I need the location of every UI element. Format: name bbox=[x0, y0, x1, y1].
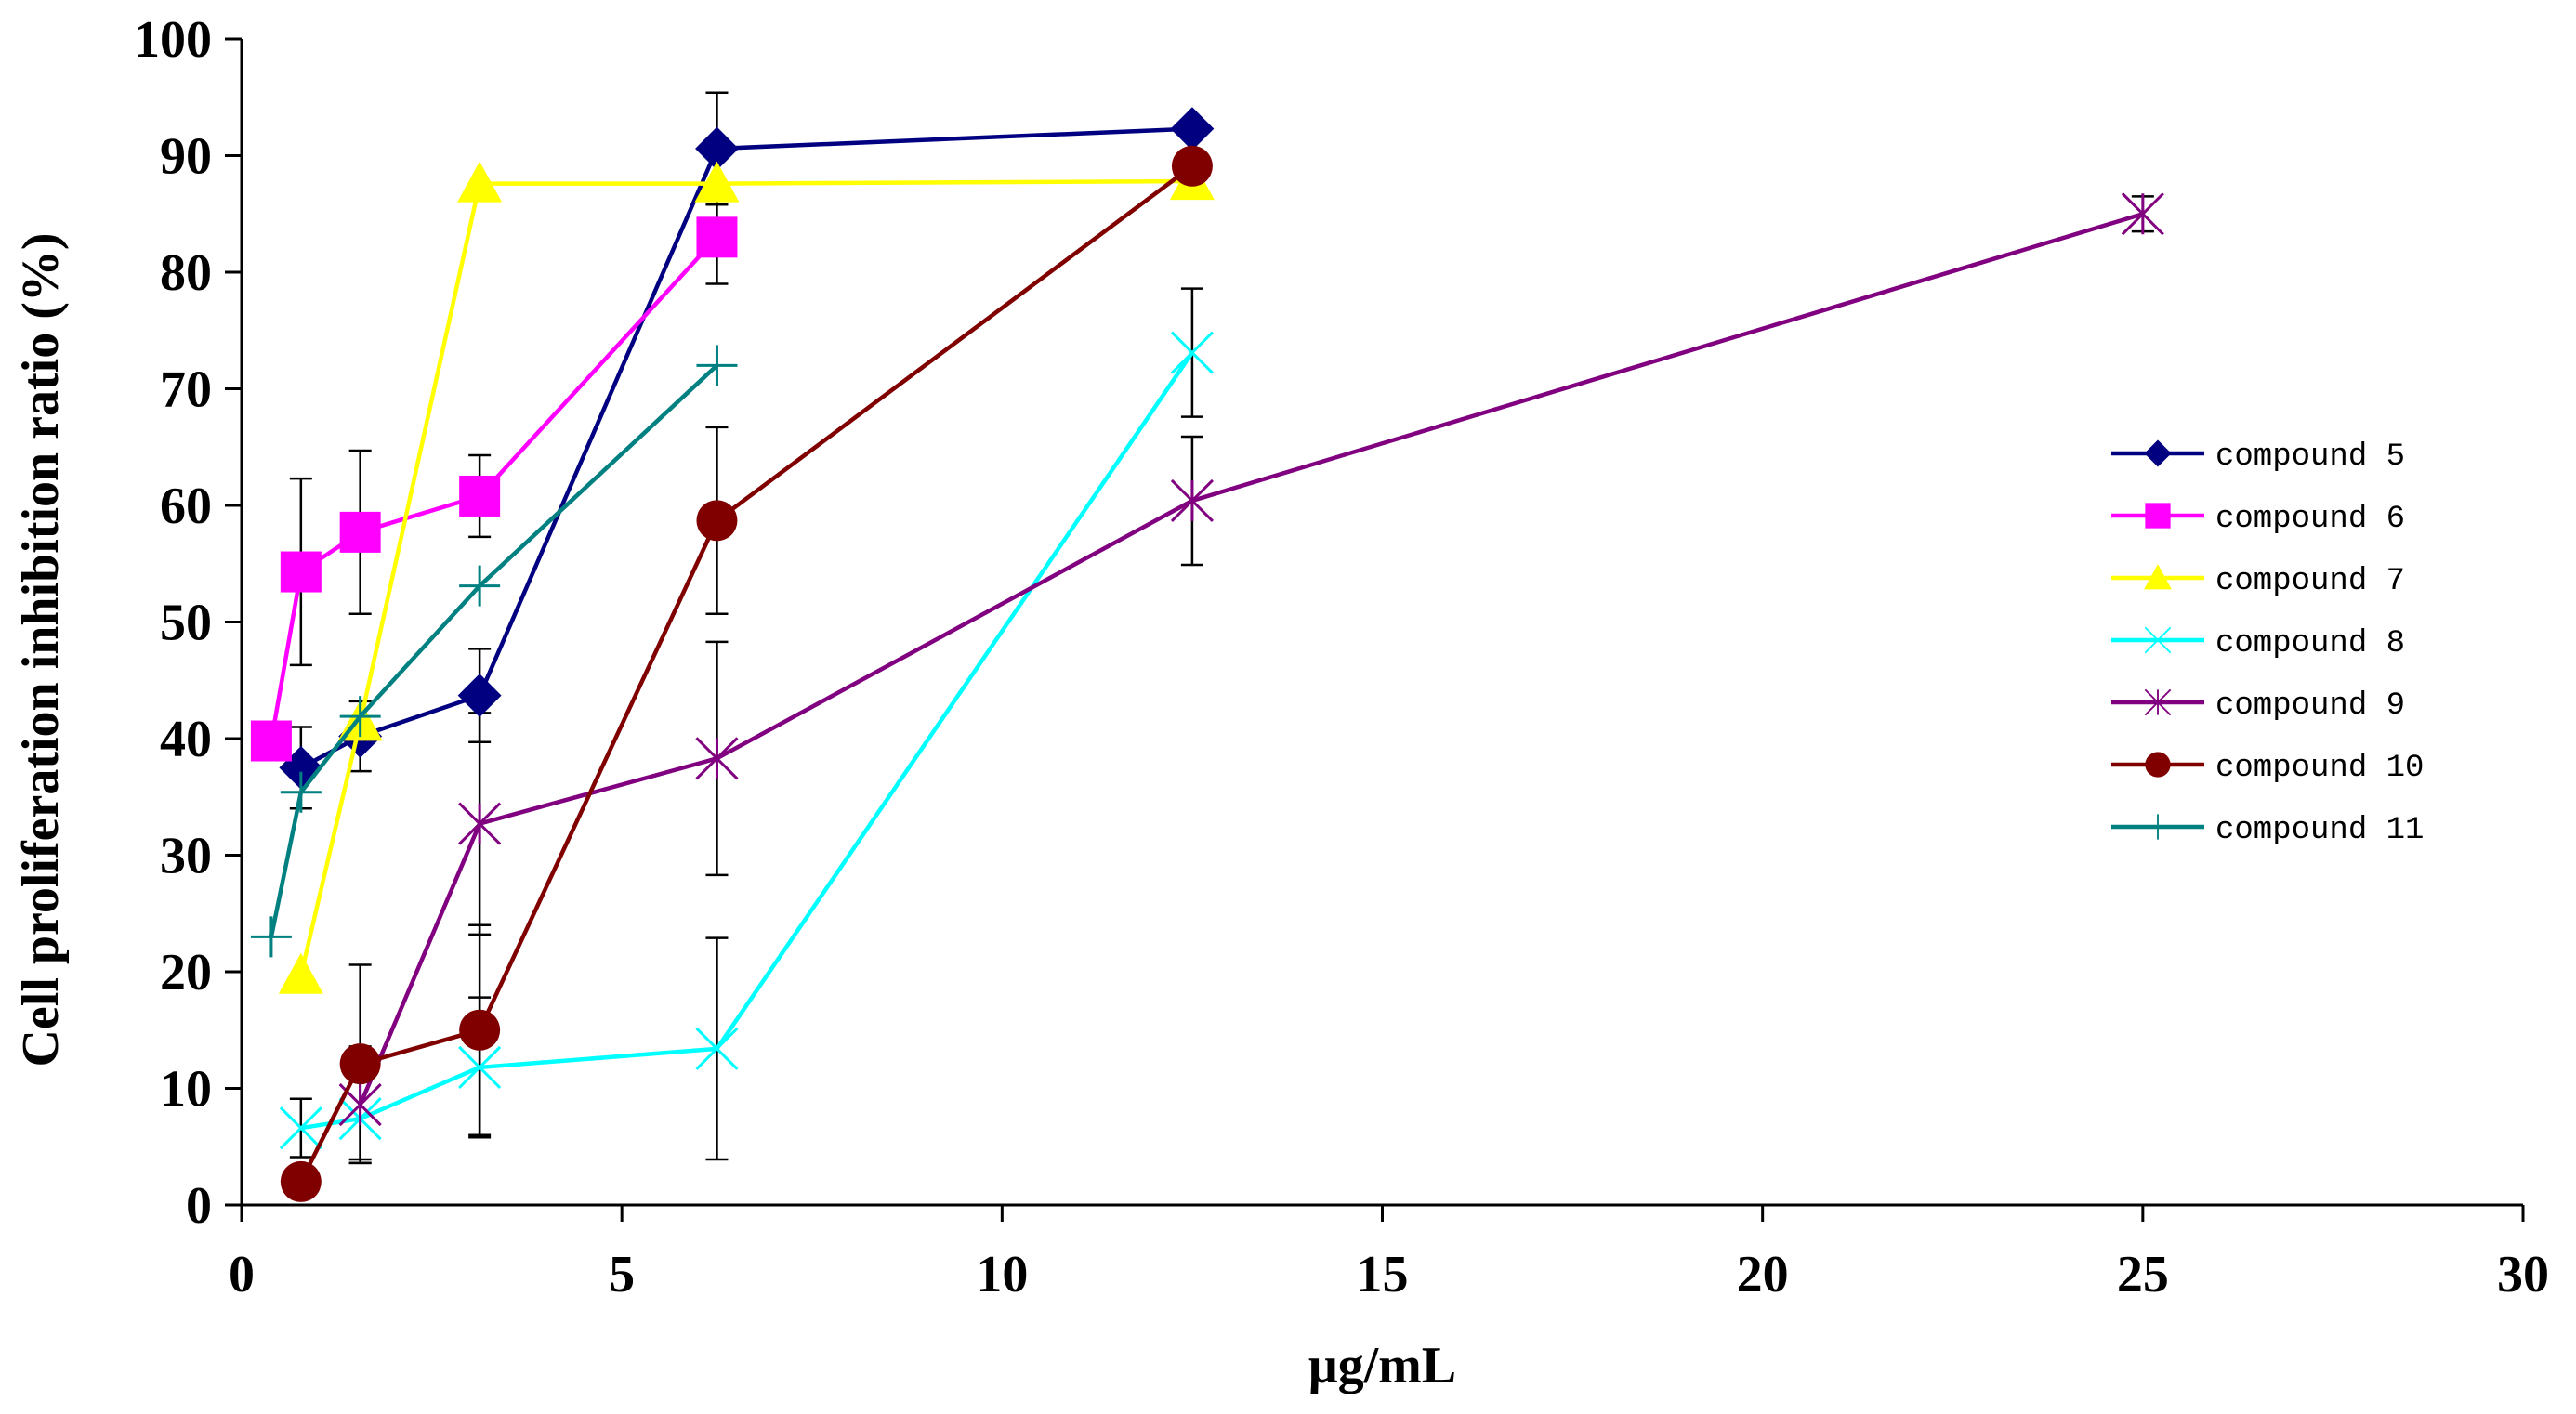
legend-marker bbox=[2144, 688, 2172, 716]
y-tick-label: 80 bbox=[160, 244, 212, 302]
y-tick-label: 50 bbox=[160, 595, 212, 652]
data-point-compound-10 bbox=[339, 1043, 381, 1085]
data-point-compound-8 bbox=[695, 1027, 739, 1070]
legend-item-compound-11: compound 11 bbox=[2111, 813, 2424, 848]
y-tick-label: 60 bbox=[160, 478, 212, 535]
x-tick-label: 5 bbox=[609, 1246, 635, 1303]
legend-marker bbox=[2144, 564, 2172, 590]
data-point-compound-11 bbox=[459, 565, 501, 607]
series-line-compound-7 bbox=[298, 178, 1192, 976]
y-tick-label: 0 bbox=[186, 1177, 212, 1235]
data-point-compound-11 bbox=[696, 345, 738, 386]
y-tick-label: 90 bbox=[160, 128, 212, 186]
legend-label: compound 10 bbox=[2215, 751, 2424, 786]
marker-stroke bbox=[458, 1045, 502, 1089]
legend-label: compound 6 bbox=[2215, 502, 2405, 537]
legend-item-compound-8: compound 8 bbox=[2111, 626, 2405, 661]
data-point-compound-8 bbox=[279, 1106, 322, 1150]
legend-marker bbox=[2145, 752, 2171, 778]
data-point-compound-6 bbox=[250, 720, 292, 762]
series-line-compound-10 bbox=[298, 164, 1194, 1183]
data-point-compound-5 bbox=[457, 674, 502, 717]
marker-stroke bbox=[1170, 331, 1214, 374]
data-point-compound-10 bbox=[696, 500, 738, 542]
y-tick-label: 10 bbox=[160, 1061, 212, 1119]
legend-label: compound 11 bbox=[2215, 813, 2424, 848]
data-point-compound-10 bbox=[1171, 145, 1213, 187]
legend-label: compound 7 bbox=[2215, 564, 2405, 599]
y-axis-title: Cell proliferation inhibition ratio (%) bbox=[12, 232, 70, 1067]
y-tick-label: 20 bbox=[160, 944, 212, 1002]
legend-marker bbox=[2145, 814, 2171, 840]
y-tick-label: 30 bbox=[160, 828, 212, 885]
data-point-compound-8 bbox=[458, 1045, 502, 1089]
series-line-compound-9 bbox=[358, 212, 2144, 1106]
data-point-compound-9 bbox=[1170, 478, 1214, 523]
legend-item-compound-10: compound 10 bbox=[2111, 751, 2424, 786]
data-point-compound-6 bbox=[339, 511, 381, 553]
marker-stroke bbox=[2144, 626, 2172, 654]
legend-marker bbox=[2145, 503, 2171, 529]
legend-marker bbox=[2144, 626, 2172, 654]
y-tick-label: 40 bbox=[160, 711, 212, 768]
legend-label: compound 8 bbox=[2215, 626, 2405, 661]
data-point-compound-7 bbox=[694, 161, 740, 203]
data-point-compound-11 bbox=[339, 696, 381, 738]
data-point-compound-9 bbox=[695, 737, 739, 780]
series-line-compound-11 bbox=[269, 363, 718, 937]
legend-label: compound 9 bbox=[2215, 688, 2405, 724]
legend-item-compound-9: compound 9 bbox=[2111, 688, 2405, 724]
x-tick-label: 20 bbox=[1737, 1246, 1789, 1303]
data-point-compound-11 bbox=[280, 771, 322, 813]
y-tick-label: 100 bbox=[134, 11, 212, 69]
x-tick-label: 15 bbox=[1357, 1246, 1409, 1303]
data-point-compound-11 bbox=[250, 916, 292, 958]
marker-stroke bbox=[695, 1027, 739, 1070]
marker-stroke bbox=[279, 1106, 322, 1150]
x-tick-label: 25 bbox=[2117, 1246, 2169, 1303]
data-point-compound-7 bbox=[457, 161, 503, 203]
data-point-compound-8 bbox=[1170, 331, 1214, 374]
data-point-compound-9 bbox=[2121, 192, 2164, 236]
x-tick-label: 0 bbox=[229, 1246, 255, 1303]
data-point-compound-6 bbox=[459, 475, 501, 517]
series-line-compound-5 bbox=[299, 126, 1193, 770]
legend-item-compound-6: compound 6 bbox=[2111, 502, 2405, 537]
legend-item-compound-5: compound 5 bbox=[2111, 439, 2405, 475]
x-tick-label: 10 bbox=[976, 1246, 1028, 1303]
legend-label: compound 5 bbox=[2215, 439, 2405, 475]
legend-marker bbox=[2144, 439, 2172, 467]
data-point-compound-9 bbox=[458, 802, 502, 845]
legend-item-compound-7: compound 7 bbox=[2111, 564, 2405, 599]
data-point-compound-7 bbox=[278, 952, 323, 994]
data-point-compound-10 bbox=[459, 1009, 501, 1051]
data-point-compound-10 bbox=[280, 1160, 322, 1202]
x-tick-label: 30 bbox=[2497, 1246, 2549, 1303]
data-point-compound-6 bbox=[696, 216, 738, 258]
data-point-compound-6 bbox=[280, 551, 322, 593]
y-tick-label: 70 bbox=[160, 361, 212, 419]
x-axis-title: μg/mL bbox=[1308, 1337, 1456, 1394]
data-point-compound-5 bbox=[1170, 107, 1215, 151]
